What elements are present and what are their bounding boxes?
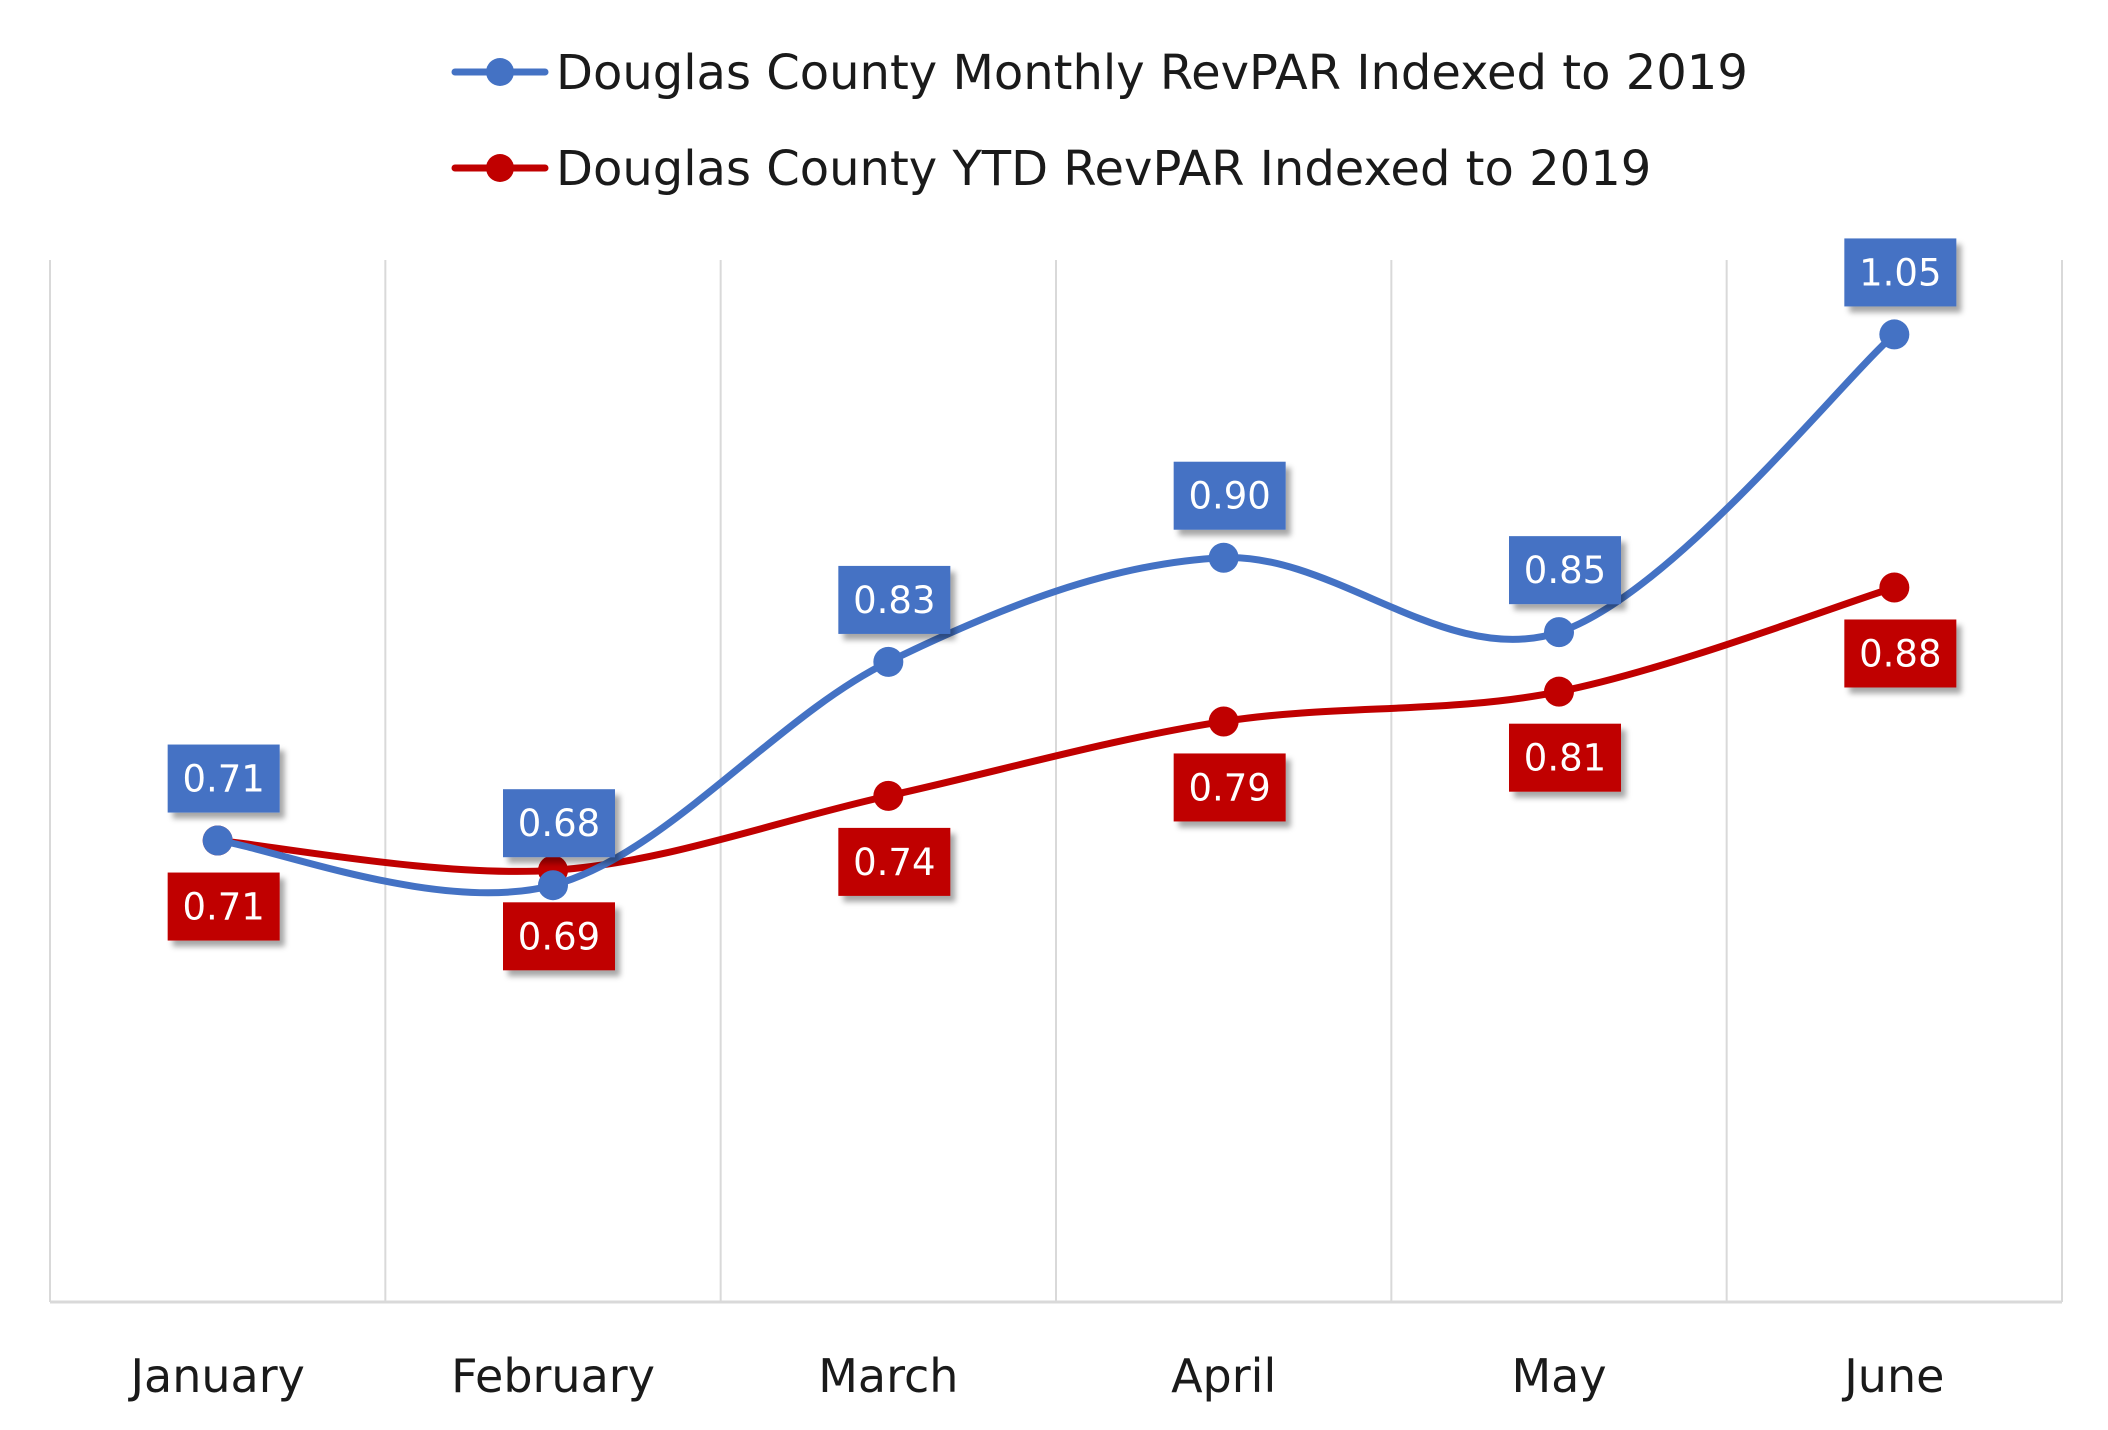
data-label-text: 0.88: [1859, 632, 1941, 675]
data-label: 0.81: [1509, 723, 1621, 792]
data-label: 0.68: [503, 789, 615, 858]
data-label-box: [838, 827, 951, 896]
data-label: 0.74: [838, 827, 951, 896]
data-label: 0.71: [167, 744, 280, 813]
data-label-text: 0.83: [853, 579, 935, 622]
data-label-box: [1173, 753, 1286, 822]
data-label: 0.83: [838, 565, 951, 634]
data-label: 0.88: [1844, 619, 1957, 688]
data-label-box: [1844, 238, 1957, 307]
data-label: 0.69: [503, 902, 615, 971]
data-label-text: 0.81: [1524, 737, 1606, 780]
data-label-box: [503, 902, 615, 971]
data-label: 1.05: [1844, 238, 1957, 307]
data-label-box: [167, 872, 280, 941]
data-label: 0.90: [1173, 461, 1286, 530]
data-label-text: 1.05: [1859, 251, 1941, 294]
data-label-box: [838, 565, 951, 634]
legend-label: Douglas County Monthly RevPAR Indexed to…: [556, 45, 1748, 101]
x-tick-label: March: [818, 1349, 958, 1403]
data-label-box: [1173, 461, 1286, 530]
series-line: [214, 330, 1898, 897]
x-tick-label: April: [1171, 1349, 1276, 1403]
data-label-box: [1509, 723, 1621, 792]
data-label-box: [167, 744, 280, 813]
gridlines: [49, 260, 2063, 1302]
x-tick-label: May: [1511, 1349, 1606, 1403]
x-tick-label: February: [451, 1349, 655, 1403]
data-point: [873, 780, 904, 811]
legend-marker-swatch: [486, 58, 514, 86]
legend-label: Douglas County YTD RevPAR Indexed to 201…: [556, 141, 1651, 197]
series-monthly: [202, 319, 1910, 901]
data-labels: 0.71 0.68 0.83 0.90 0.85 1.05 0.71 0.69 0.74 0.79…: [167, 238, 1957, 971]
data-label-text: 0.90: [1188, 475, 1270, 518]
data-point: [1879, 572, 1910, 603]
data-label-box: [503, 789, 615, 858]
legend-item-ytd: Douglas County YTD RevPAR Indexed to 201…: [451, 141, 1651, 197]
data-label-text: 0.85: [1524, 549, 1606, 592]
data-label-box: [1844, 619, 1957, 688]
data-point: [202, 825, 233, 856]
data-label: 0.79: [1173, 753, 1286, 822]
data-point: [538, 870, 568, 901]
data-label-text: 0.79: [1188, 766, 1270, 809]
data-label-text: 0.68: [518, 802, 600, 845]
data-label: 0.85: [1509, 536, 1621, 605]
series-line: [214, 583, 1898, 875]
data-label-text: 0.74: [853, 841, 935, 884]
data-label-text: 0.69: [518, 915, 600, 958]
data-point: [1544, 617, 1574, 648]
x-tick-label: January: [127, 1349, 304, 1403]
data-point: [1208, 542, 1239, 573]
data-label-text: 0.71: [182, 886, 264, 929]
data-label-text: 0.71: [182, 758, 264, 801]
x-tick-label: June: [1841, 1349, 1944, 1403]
data-label: 0.71: [167, 872, 280, 941]
data-point: [873, 646, 904, 677]
legend: Douglas County Monthly RevPAR Indexed to…: [451, 45, 1748, 197]
data-point: [1544, 676, 1574, 707]
legend-marker-swatch: [486, 154, 514, 182]
series-layer: [202, 319, 1910, 901]
data-label-box: [1509, 536, 1621, 605]
data-point: [1208, 706, 1239, 737]
x-axis: January February March April May June: [50, 1300, 2062, 1403]
data-point: [1879, 319, 1910, 350]
legend-item-monthly: Douglas County Monthly RevPAR Indexed to…: [451, 45, 1748, 101]
